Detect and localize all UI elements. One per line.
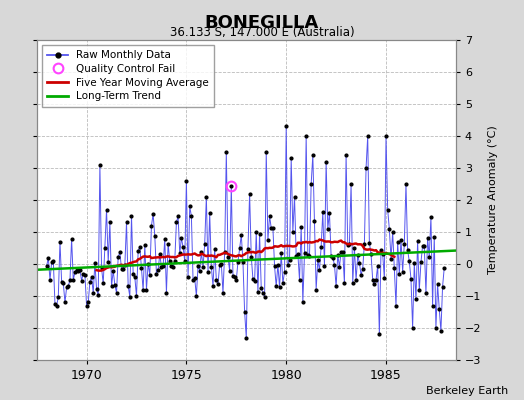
- Legend: Raw Monthly Data, Quality Control Fail, Five Year Moving Average, Long-Term Tren: Raw Monthly Data, Quality Control Fail, …: [42, 45, 214, 106]
- Text: Berkeley Earth: Berkeley Earth: [426, 386, 508, 396]
- Text: BONEGILLA: BONEGILLA: [205, 14, 319, 32]
- Y-axis label: Temperature Anomaly (°C): Temperature Anomaly (°C): [488, 126, 498, 274]
- Text: 36.133 S, 147.000 E (Australia): 36.133 S, 147.000 E (Australia): [170, 26, 354, 39]
